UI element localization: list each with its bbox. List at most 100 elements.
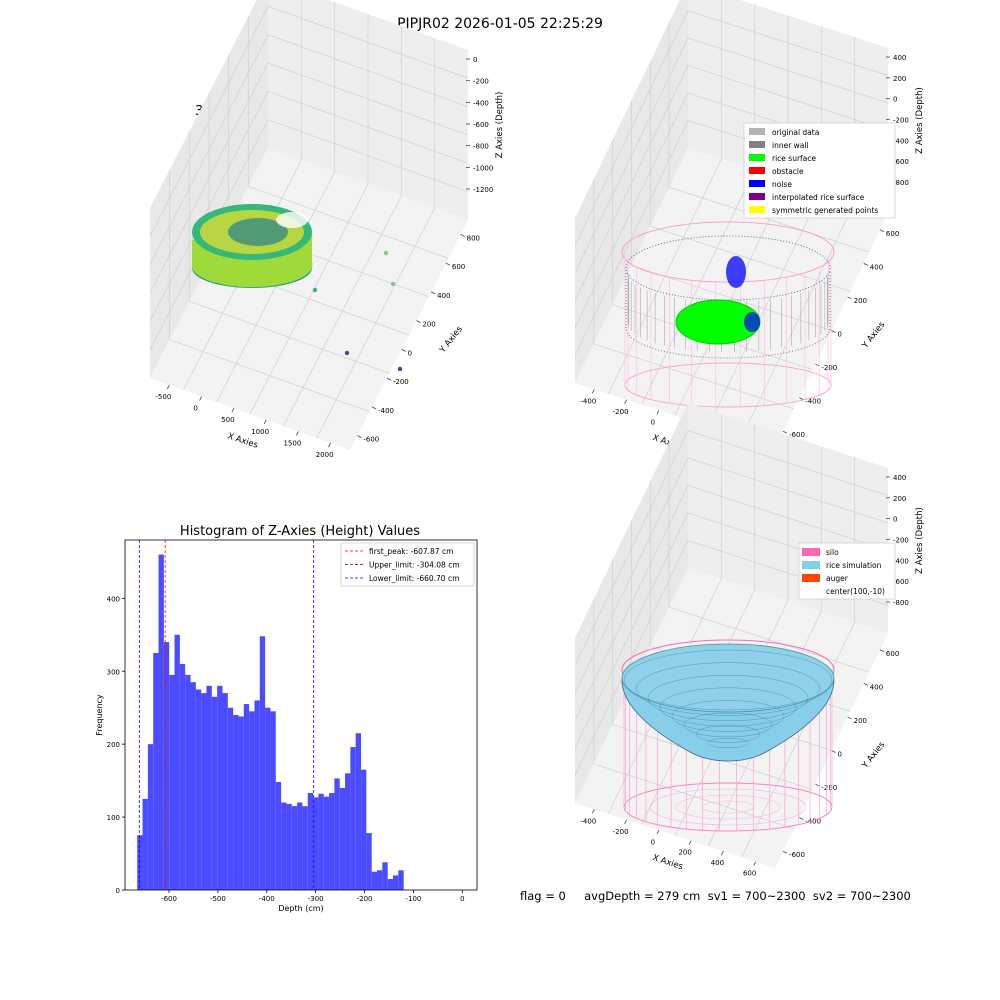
plot3-hist-bar — [243, 704, 250, 890]
plot3-hist-bar — [318, 793, 324, 890]
figure-title: PJPJR02 2026-01-05 22:25:29 — [397, 16, 603, 32]
plot3-hist-bar — [302, 806, 308, 890]
plot4-gridline — [574, 457, 889, 694]
plot4-rice-top — [621, 643, 835, 713]
plot2-xtick — [624, 399, 627, 404]
plot2-ztick-label: -600 — [893, 158, 909, 166]
plot1-silo-inner — [228, 218, 288, 246]
plot3-hist-bar — [137, 835, 143, 890]
plot4-rice-mesh — [635, 662, 821, 716]
plot4-silo-floor-ring — [649, 788, 807, 826]
plot4-rice-mesh — [671, 700, 785, 732]
plot4-xtick-label: -400 — [580, 817, 596, 825]
plot3-xtick-label: -400 — [259, 895, 275, 903]
plot1-outlier-point — [390, 281, 396, 287]
plot3-xtick-label: -200 — [357, 895, 373, 903]
plot2-gridline — [669, 186, 870, 253]
plot1-ytick — [430, 291, 436, 295]
plot4-legend-label: silo — [826, 548, 839, 557]
plot2-wall-rim — [625, 235, 831, 301]
plot4-xtick-label: 600 — [743, 870, 756, 878]
plot4-rice-mesh — [647, 675, 809, 721]
plot2-ytick-label: -400 — [805, 398, 821, 406]
plot4-z-axis-label: Z Axies (Depth) — [915, 507, 925, 574]
plot4-legend-swatch — [802, 574, 820, 582]
plot3-hist-bar — [233, 715, 239, 890]
plot4-rice-mesh — [623, 649, 833, 711]
plot3-ytick-label: 0 — [116, 887, 120, 895]
plot3-legend-label: Upper_limit: -304.08 cm — [369, 561, 460, 570]
plot2-ytick — [799, 397, 804, 401]
plot4-xtick-label: 0 — [651, 838, 655, 846]
plot1-z-axis-label: Z Axies (Depth) — [495, 92, 505, 159]
plot2-gridline — [574, 10, 889, 246]
plot4-rice-mesh — [695, 725, 761, 743]
plot3-hist-bar — [307, 793, 314, 890]
plot2-legend-swatch — [749, 180, 765, 187]
plot1-xtick — [296, 431, 299, 436]
status-line: flag = 0 avgDepth = 279 cm sv1 = 700~230… — [520, 889, 911, 903]
plot3-xtick-label: -600 — [161, 895, 177, 903]
plot4-ztick-label: 400 — [893, 474, 906, 482]
plot4-silo-floor-ring — [701, 800, 755, 814]
plot2-xtick — [656, 410, 660, 415]
plot3-hist-bar — [211, 696, 218, 890]
plot2-ytick — [815, 363, 820, 367]
plot1-ytick — [416, 320, 421, 323]
plot1-ztick-label: -1200 — [473, 186, 493, 194]
plot4-xtick — [591, 809, 595, 814]
plot3-hist-bar — [291, 806, 298, 890]
plot4-xtick — [753, 861, 757, 866]
plot1-gridline — [149, 34, 469, 265]
plot4-ytick-label: 600 — [886, 650, 899, 658]
plot3-xtick-label: -100 — [405, 895, 421, 903]
plot3-hist-bar — [185, 674, 191, 890]
plot4-rice-mesh — [707, 738, 749, 748]
plot1-outlier-point — [312, 287, 318, 293]
plot4-ytick-label: 200 — [854, 717, 867, 725]
plot4-legend-swatch — [802, 548, 820, 556]
plot3-hist-bar — [259, 636, 266, 890]
plot4-ytick-label: -600 — [789, 851, 805, 859]
plot1-y-axis-label: Y Axies — [437, 324, 465, 356]
plot2-xtick-label: 0 — [651, 418, 655, 426]
plot1-ytick-label: 800 — [467, 234, 480, 242]
plot4-xtick — [656, 830, 660, 835]
plot4-ztick-label: 0 — [893, 516, 897, 524]
plot1-xtick-label: 1500 — [283, 439, 301, 447]
plot3-hist-bar — [190, 682, 196, 890]
plot1-ytick-label: 200 — [422, 321, 435, 329]
plot2-ztick-label: -200 — [893, 117, 909, 125]
plot3-hist-bar — [270, 711, 276, 890]
plot3-hist-bar — [238, 716, 244, 890]
plot1-ytick — [401, 349, 406, 352]
plot3-hist-bar — [249, 711, 255, 890]
plot1-ztick-label: -200 — [473, 78, 489, 86]
plot1-xtick-label: -500 — [155, 393, 171, 401]
plot3-hist-bar — [254, 700, 260, 890]
plot1-outlier-point — [344, 350, 350, 356]
plot2-rice-surface — [676, 300, 760, 344]
plot4-y-axis-label: Y Axies — [860, 740, 888, 772]
plot3-hist-bar — [179, 663, 186, 890]
plot3-title: Histogram of Z-Axies (Height) Values — [179, 524, 421, 539]
plot3-hist-bar — [366, 833, 372, 890]
plot4-silo-floor-ring — [675, 794, 781, 820]
plot3-legend-label: first_peak: -607.87 cm — [369, 547, 453, 556]
plot1-xtick-label: 1000 — [251, 428, 269, 436]
plot1-ztick-label: 0 — [473, 56, 477, 64]
plot4-ztick-label: -800 — [893, 599, 909, 607]
plot1-ytick — [371, 406, 377, 410]
plot2-ztick-label: -800 — [893, 179, 909, 187]
plot3-hist-bar — [217, 685, 223, 890]
plot4-legend-swatch — [802, 561, 820, 569]
plot4-gridline — [574, 430, 889, 666]
plot4-legend-label: rice simulation — [826, 561, 882, 570]
plot4-ytick — [815, 783, 820, 787]
plot2-gridline — [574, 37, 889, 274]
plot1-xtick-label: 500 — [221, 416, 234, 424]
plot2-legend-label: symmetric generated points — [772, 206, 878, 215]
plot1-ytick — [386, 377, 392, 381]
plot3-hist-bar — [297, 802, 303, 890]
